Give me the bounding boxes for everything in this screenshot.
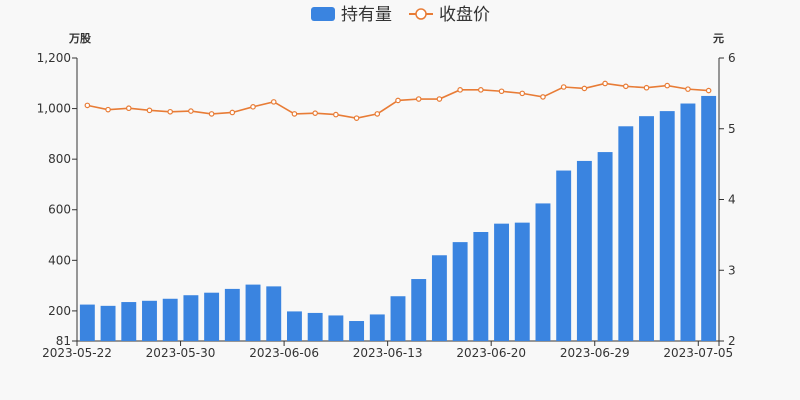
price-point — [457, 87, 463, 93]
right-tick-label: 5 — [728, 122, 736, 136]
holdings-bar — [183, 295, 199, 341]
price-point — [478, 87, 484, 93]
left-axis-unit: 万股 — [68, 32, 92, 45]
left-tick-label: 1,000 — [37, 102, 71, 116]
holdings-bar — [349, 321, 365, 341]
x-tick-label: 2023-06-13 — [353, 346, 423, 360]
holdings-bar — [121, 302, 137, 341]
price-point — [643, 84, 650, 91]
price-point — [312, 110, 318, 116]
price-point — [333, 111, 339, 118]
price-point — [250, 104, 256, 110]
holdings-bar — [162, 298, 178, 341]
holdings-bar — [535, 203, 551, 341]
price-point — [685, 86, 691, 92]
x-tick-label: 2023-06-06 — [249, 346, 319, 360]
holdings-bar — [597, 152, 613, 341]
x-tick-label: 2023-05-22 — [42, 346, 112, 360]
legend-holdings-label: 持有量 — [341, 5, 392, 25]
right-axis-unit: 元 — [713, 32, 724, 45]
price-point — [395, 97, 401, 104]
price-point — [415, 96, 422, 102]
price-point — [581, 85, 588, 92]
holdings-bar — [514, 222, 530, 341]
price-point — [353, 115, 360, 121]
holdings-bar — [204, 292, 220, 341]
legend-line-marker — [415, 8, 427, 20]
price-point — [105, 106, 111, 113]
price-point — [208, 111, 215, 117]
price-point — [84, 102, 91, 109]
legend: 持有量 收盘价 — [311, 5, 490, 25]
right-axis-ticks: 2 3 4 5 6 — [719, 51, 736, 348]
left-tick-label: 800 — [48, 152, 71, 166]
left-tick-label: 81 — [56, 334, 71, 348]
right-tick-label: 6 — [728, 51, 736, 65]
holdings-bar — [639, 116, 654, 342]
holdings-bar — [680, 103, 696, 341]
holdings-bar — [286, 311, 302, 341]
holdings-bar — [452, 242, 468, 341]
price-point — [519, 90, 526, 97]
right-tick-label: 3 — [728, 263, 736, 277]
price-point — [146, 107, 153, 114]
price-point — [229, 109, 236, 116]
legend-price-label: 收盘价 — [439, 5, 490, 25]
price-point — [664, 82, 671, 89]
price-point — [602, 80, 608, 87]
left-tick-label: 600 — [48, 203, 71, 217]
holdings-bar — [494, 223, 510, 341]
holdings-bars — [79, 95, 717, 342]
left-tick-label: 200 — [48, 304, 71, 318]
price-point — [705, 87, 712, 94]
right-tick-label: 4 — [728, 193, 736, 207]
holdings-bar — [79, 304, 95, 341]
holdings-bar — [576, 160, 592, 341]
right-tick-label: 2 — [728, 334, 736, 348]
price-point — [291, 111, 298, 117]
price-line — [84, 80, 712, 121]
holdings-bar — [473, 231, 489, 341]
price-point — [560, 84, 567, 90]
holdings-bar — [556, 170, 572, 341]
holdings-bar — [618, 126, 634, 341]
holdings-bar — [100, 305, 116, 341]
price-point — [125, 105, 132, 112]
x-tick-label: 2023-05-30 — [146, 346, 216, 360]
holdings-bar — [369, 314, 385, 341]
holdings-bar — [307, 312, 323, 341]
price-point — [167, 108, 173, 115]
price-point — [270, 99, 277, 105]
price-point — [436, 96, 443, 102]
x-tick-label: 2023-06-20 — [456, 346, 526, 360]
holdings-bar — [328, 315, 344, 341]
x-tick-label: 2023-06-29 — [560, 346, 630, 360]
legend-bar-swatch — [311, 7, 335, 21]
holdings-bar — [701, 95, 717, 341]
price-point — [188, 108, 194, 114]
holdings-bar — [245, 284, 261, 341]
holdings-bar — [411, 279, 427, 341]
left-axis-ticks: 81 200 400 600 800 1,000 1,200 — [37, 51, 77, 348]
holdings-bar — [142, 300, 157, 341]
left-tick-label: 400 — [48, 253, 71, 267]
price-point — [540, 94, 546, 100]
holdings-bar — [266, 286, 282, 341]
price-point — [498, 88, 505, 95]
holdings-bar — [431, 255, 447, 341]
left-tick-label: 1,200 — [37, 51, 71, 65]
holdings-bar — [224, 288, 240, 341]
holdings-bar — [659, 111, 675, 341]
x-tick-label: 2023-07-05 — [663, 346, 733, 360]
holdings-bar — [390, 296, 406, 341]
price-point — [374, 111, 381, 117]
price-point — [623, 83, 629, 90]
x-axis-ticks: 2023-05-22 2023-05-30 2023-06-06 2023-06-13… — [42, 341, 733, 360]
